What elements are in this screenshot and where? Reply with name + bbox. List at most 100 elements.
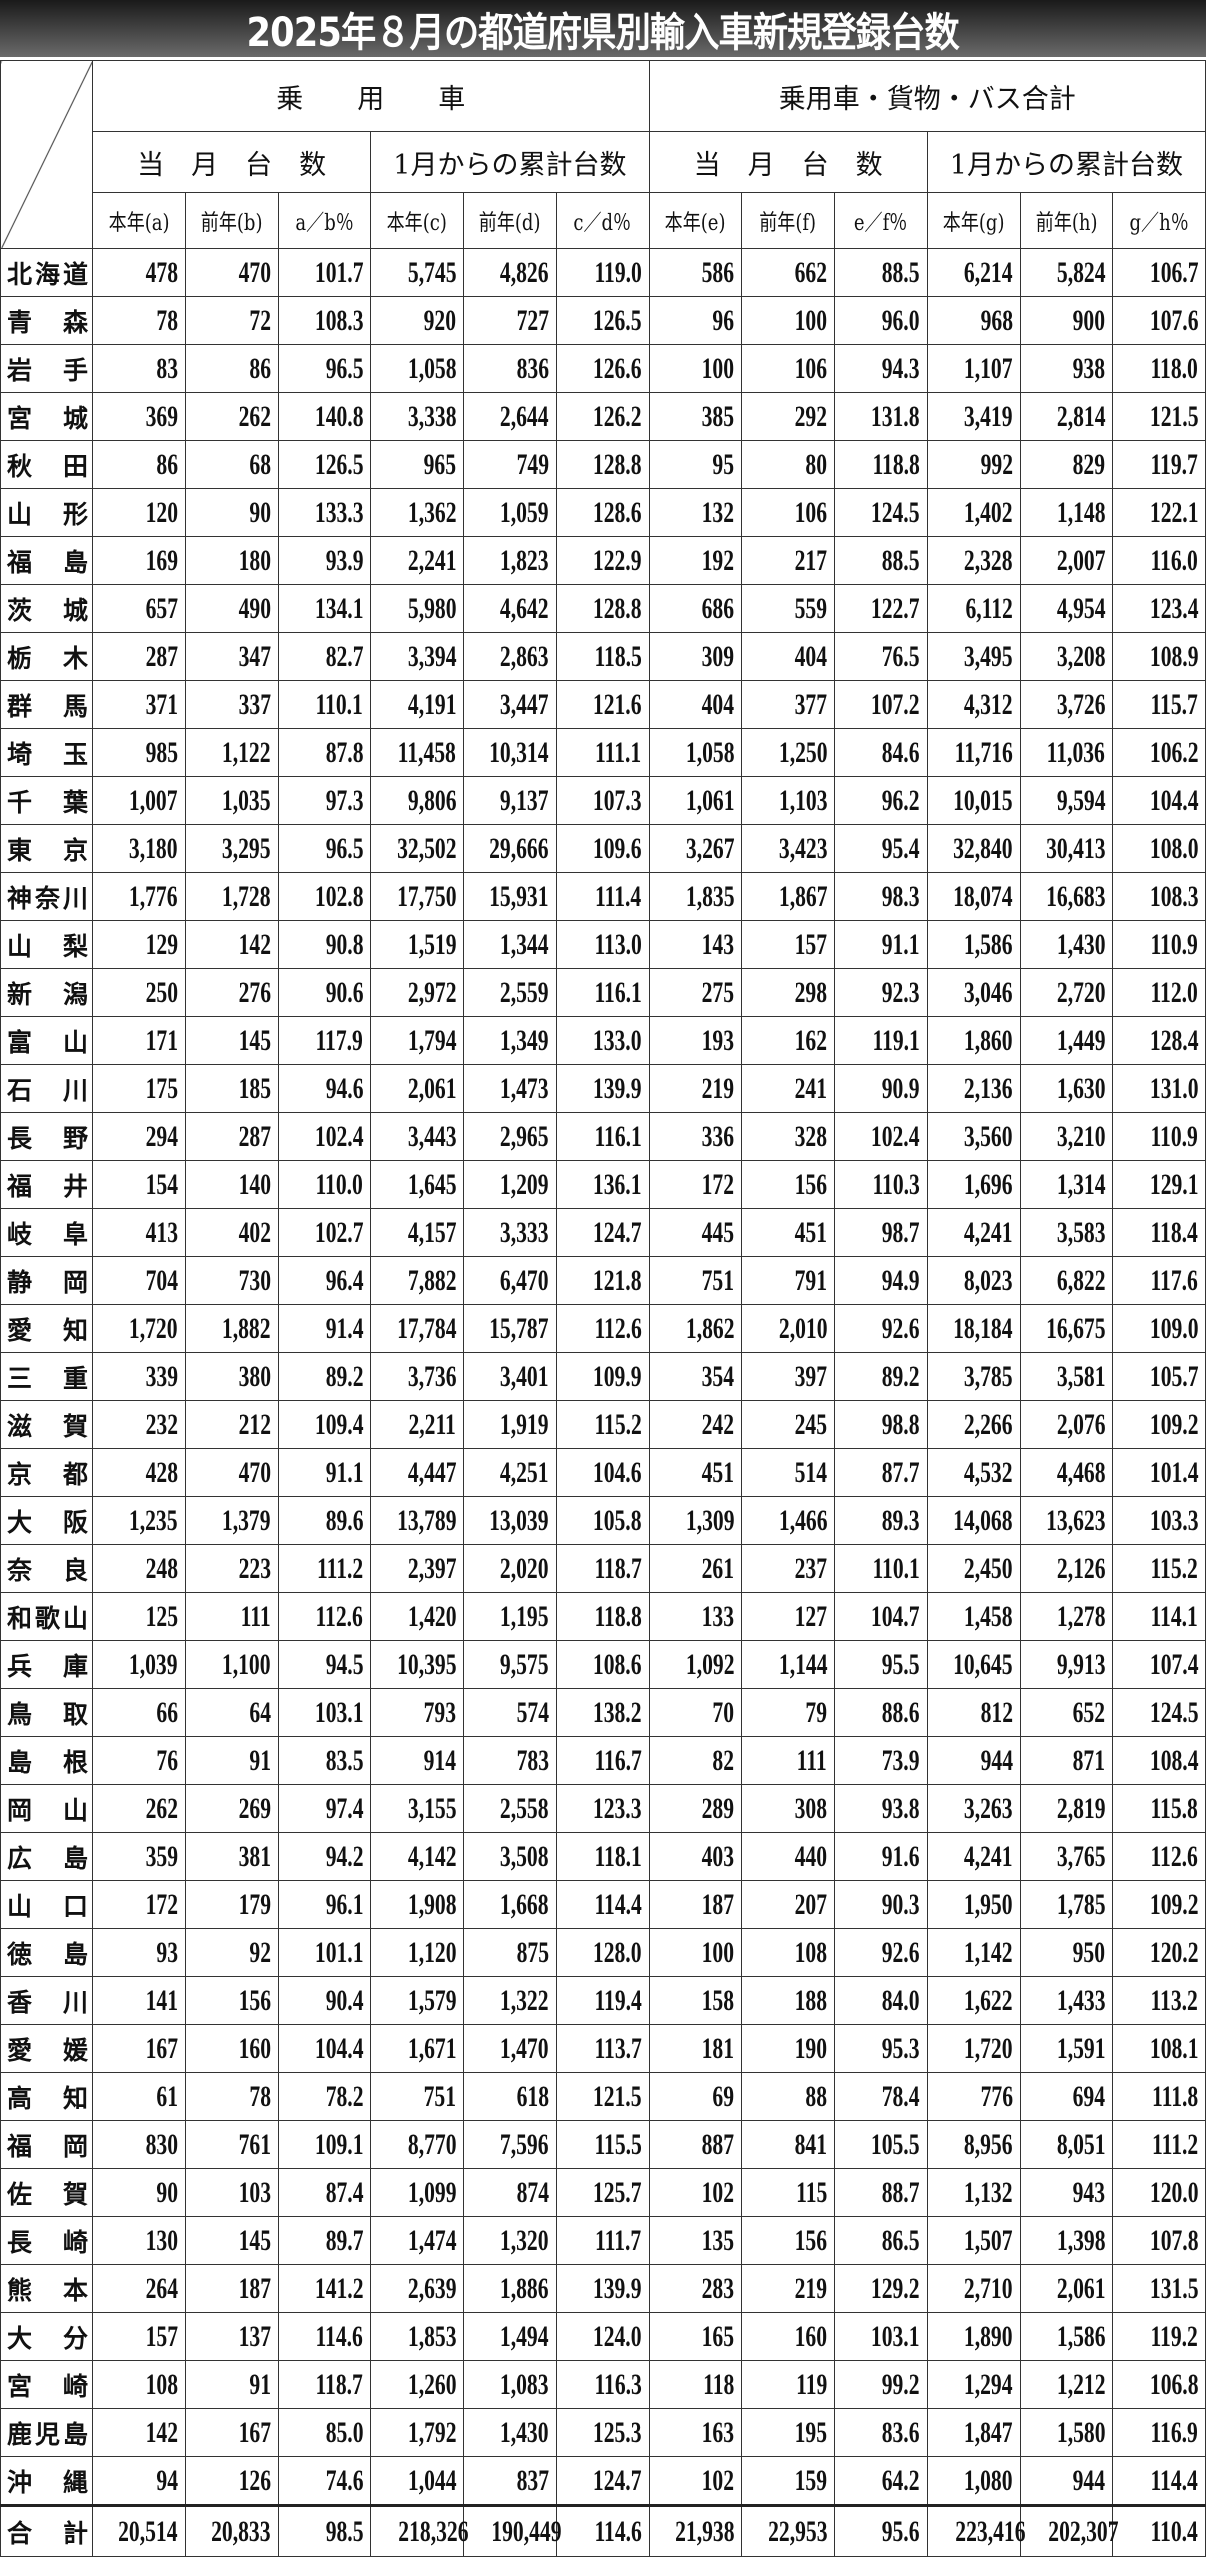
prefecture-name: 香川 — [0, 1976, 93, 2025]
value: 94.2 — [325, 1839, 364, 1873]
value-cell: 294 — [92, 1112, 186, 1161]
value: 110.0 — [315, 1167, 364, 1201]
value-cell: 118.8 — [555, 1592, 650, 1641]
value-cell: 91.1 — [277, 1448, 372, 1497]
value: 96.5 — [325, 831, 364, 865]
value: 1,645 — [407, 1167, 456, 1201]
value: 112.6 — [594, 1311, 642, 1345]
value: 103.1 — [314, 1695, 364, 1729]
value-cell: 133.3 — [277, 488, 372, 537]
value: 114.6 — [315, 2319, 364, 2353]
value: 95.5 — [881, 1647, 920, 1681]
value-cell: 74.6 — [277, 2456, 372, 2506]
value-cell: 118.1 — [555, 1832, 650, 1881]
value-cell: 943 — [1019, 2168, 1114, 2217]
value-cell: 2,211 — [370, 1400, 464, 1449]
value: 1,668 — [500, 1887, 549, 1921]
value: 359 — [145, 1839, 178, 1873]
value: 328 — [794, 1119, 827, 1153]
value: 264 — [145, 2271, 178, 2305]
value-cell: 1,776 — [92, 872, 186, 921]
value: 16,675 — [1045, 1311, 1106, 1345]
value: 102.4 — [871, 1119, 920, 1153]
value: 15,931 — [489, 879, 549, 913]
value: 1,107 — [963, 351, 1013, 385]
value: 188 — [794, 1983, 827, 2017]
value-cell: 124.5 — [834, 488, 928, 537]
value: 3,263 — [963, 1791, 1013, 1825]
value: 20,833 — [211, 2514, 271, 2548]
prefecture-name: 福井 — [0, 1160, 93, 1209]
value: 8,956 — [963, 2127, 1013, 2161]
value-cell: 112.6 — [277, 1592, 372, 1641]
value: 111 — [240, 1599, 271, 1633]
value: 95 — [712, 447, 735, 481]
value: 4,191 — [407, 687, 456, 721]
value: 5,745 — [407, 255, 456, 289]
value-cell: 124.5 — [1112, 1688, 1206, 1737]
value-cell: 68 — [184, 440, 279, 489]
value-cell: 4,447 — [370, 1448, 464, 1497]
value-cell: 126 — [184, 2456, 279, 2506]
value: 262 — [238, 399, 271, 433]
value-cell: 127 — [741, 1592, 835, 1641]
value: 1,209 — [500, 1167, 549, 1201]
value: 83.5 — [325, 1743, 364, 1777]
value: 106.2 — [1149, 735, 1198, 769]
value-cell: 76 — [92, 1736, 186, 1785]
value-cell: 264 — [92, 2264, 186, 2313]
value-cell: 102.4 — [277, 1112, 372, 1161]
value: 1,420 — [407, 1599, 456, 1633]
value-cell: 96.2 — [834, 776, 928, 825]
prefecture-name: 宮崎 — [0, 2360, 93, 2409]
value-cell: 1,044 — [370, 2456, 464, 2506]
value: 3,583 — [1056, 1215, 1106, 1249]
value-cell: 2,863 — [463, 632, 557, 681]
value-cell: 158 — [648, 1976, 743, 2025]
value-cell: 1,919 — [463, 1400, 557, 1449]
value: 185 — [238, 1071, 271, 1105]
value-cell: 102 — [648, 2168, 743, 2217]
value: 14,068 — [953, 1503, 1013, 1537]
value-cell: 116.9 — [1112, 2408, 1206, 2457]
prefecture-label: 島根 — [7, 1747, 88, 1777]
column-header-label: 本年(c) — [386, 210, 448, 236]
prefecture-name: 神奈川 — [0, 872, 93, 921]
value: 22,953 — [767, 2514, 827, 2548]
value: 132 — [701, 495, 735, 529]
prefecture-name: 長野 — [0, 1112, 93, 1161]
value: 88.5 — [881, 255, 920, 289]
value-cell: 1,039 — [92, 1640, 186, 1689]
value: 261 — [701, 1551, 735, 1585]
value: 1,250 — [778, 735, 827, 769]
prefecture-label: 山口 — [7, 1891, 88, 1921]
value-cell: 102 — [648, 2456, 743, 2506]
value: 1,362 — [407, 495, 456, 529]
value: 871 — [1072, 1743, 1106, 1777]
value-cell: 223,416 — [926, 2504, 1025, 2557]
value-cell: 111.2 — [277, 1544, 372, 1593]
value: 69 — [712, 2079, 735, 2113]
value-cell: 1,420 — [370, 1592, 464, 1641]
value-cell: 397 — [741, 1352, 835, 1401]
value: 13,789 — [396, 1503, 456, 1537]
value: 108.0 — [1149, 831, 1198, 865]
value-cell: 95.5 — [834, 1640, 928, 1689]
value-cell: 131.0 — [1112, 1064, 1206, 1113]
value: 112.6 — [315, 1599, 364, 1633]
value: 181 — [701, 2031, 735, 2065]
value-cell: 94.9 — [834, 1256, 928, 1305]
value-cell: 4,468 — [1019, 1448, 1114, 1497]
value-cell: 119.1 — [834, 1016, 928, 1065]
value-cell: 1,474 — [370, 2216, 464, 2265]
value: 1,035 — [221, 783, 271, 817]
value: 190 — [794, 2031, 827, 2065]
table-row: 宮城 369 262 140.8 3,338 2,644 126.2 385 292 131.8 3… — [0, 392, 1206, 441]
table-row: 茨城 657 490 134.1 5,980 4,642 128.8 686 559 122.7 6… — [0, 584, 1206, 633]
value-cell: 116.7 — [555, 1736, 650, 1785]
value-cell: 232 — [92, 1400, 186, 1449]
value-cell: 126.2 — [555, 392, 650, 441]
value-cell: 3,736 — [370, 1352, 464, 1401]
value-cell: 130 — [92, 2216, 186, 2265]
value: 8,023 — [963, 1263, 1013, 1297]
